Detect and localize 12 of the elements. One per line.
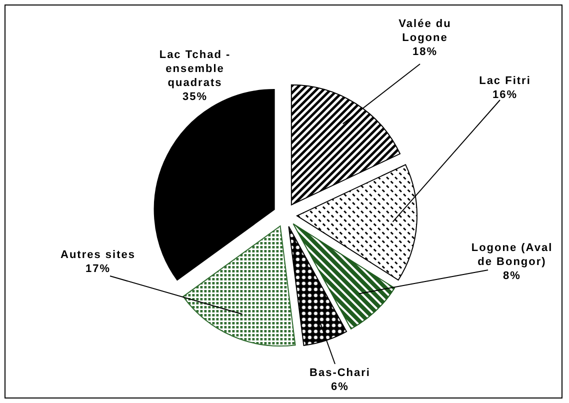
slice-label: Logone (Aval de Bongor) — [471, 242, 553, 268]
slice-label: Lac Fitri — [479, 74, 531, 87]
data-label: 17% — [85, 262, 111, 275]
data-label: 35% — [182, 90, 208, 103]
slice-label: Lac Tchad - ensemble quadrats — [159, 48, 231, 89]
data-label: 8% — [503, 270, 521, 282]
slice-label: Bas-Chari — [310, 366, 370, 379]
slice-label: Autres sites — [60, 248, 136, 261]
slice-label: Valée du Logone — [398, 18, 452, 44]
data-label: 6% — [331, 380, 349, 393]
data-label: 16% — [492, 88, 518, 101]
data-label: 18% — [412, 46, 438, 58]
